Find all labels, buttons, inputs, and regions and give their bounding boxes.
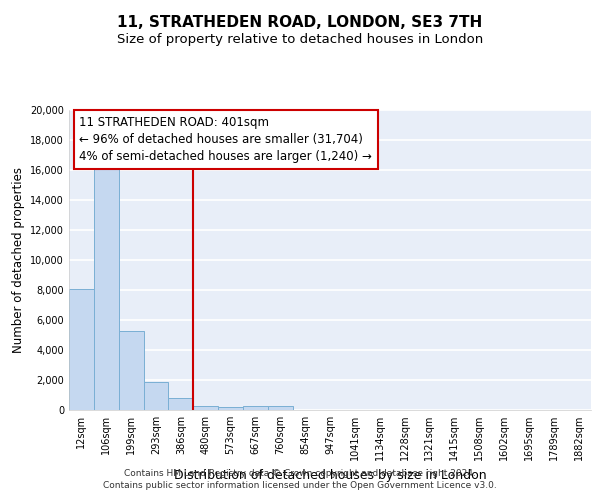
Bar (143, 382, 169, 410)
Text: 11, STRATHEDEN ROAD, LONDON, SE3 7TH: 11, STRATHEDEN ROAD, LONDON, SE3 7TH (118, 15, 482, 30)
Bar (169, 398, 193, 410)
Bar (243, 406, 268, 410)
Text: Contains HM Land Registry data © Crown copyright and database right 2024.
Contai: Contains HM Land Registry data © Crown c… (103, 468, 497, 490)
Y-axis label: Number of detached properties: Number of detached properties (12, 167, 25, 353)
Bar (119, 330, 143, 410)
Bar (69, 288, 94, 410)
Bar (268, 406, 293, 410)
Bar (94, 161, 119, 410)
Text: 11 STRATHEDEN ROAD: 401sqm
← 96% of detached houses are smaller (31,704)
4% of s: 11 STRATHEDEN ROAD: 401sqm ← 96% of deta… (79, 116, 373, 163)
Text: Size of property relative to detached houses in London: Size of property relative to detached ho… (117, 32, 483, 46)
Bar (193, 406, 218, 410)
X-axis label: Distribution of detached houses by size in London: Distribution of detached houses by size … (173, 468, 487, 481)
Bar (218, 407, 243, 410)
